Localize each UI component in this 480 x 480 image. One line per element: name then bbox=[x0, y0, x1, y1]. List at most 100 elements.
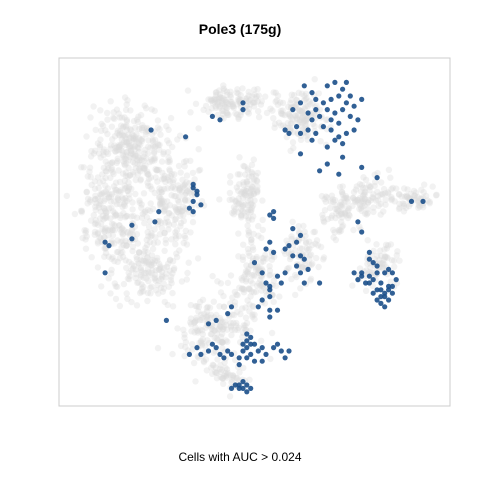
background-point bbox=[161, 230, 168, 237]
background-point bbox=[418, 186, 425, 193]
background-point bbox=[149, 205, 157, 213]
background-point bbox=[179, 183, 187, 190]
background-point bbox=[125, 140, 133, 147]
background-point bbox=[100, 234, 108, 241]
background-point bbox=[105, 194, 113, 201]
background-point bbox=[255, 92, 263, 99]
background-point bbox=[166, 178, 174, 185]
background-point bbox=[338, 188, 346, 196]
background-point bbox=[407, 190, 415, 197]
background-point bbox=[306, 245, 313, 252]
background-point bbox=[229, 209, 236, 217]
background-point bbox=[227, 173, 234, 180]
background-point bbox=[132, 152, 139, 160]
background-point bbox=[182, 190, 190, 197]
background-point bbox=[135, 145, 142, 152]
background-point bbox=[231, 208, 238, 215]
background-point bbox=[157, 284, 165, 291]
background-point bbox=[176, 185, 184, 192]
background-point bbox=[211, 327, 218, 334]
background-point bbox=[302, 96, 309, 103]
background-point bbox=[388, 194, 395, 201]
background-point bbox=[164, 149, 172, 156]
background-point bbox=[107, 174, 114, 181]
background-point bbox=[95, 184, 102, 192]
highlight-point bbox=[324, 144, 330, 150]
background-point bbox=[154, 344, 162, 352]
background-point bbox=[116, 222, 123, 229]
background-point bbox=[129, 265, 137, 272]
background-point bbox=[115, 194, 122, 202]
background-point bbox=[191, 176, 198, 183]
background-point bbox=[286, 111, 293, 118]
background-point bbox=[247, 206, 254, 214]
background-point bbox=[302, 251, 310, 258]
background-point bbox=[238, 189, 245, 196]
background-point bbox=[163, 203, 170, 210]
background-point bbox=[122, 169, 130, 176]
background-point bbox=[186, 189, 193, 196]
background-point bbox=[360, 199, 367, 206]
highlight-point bbox=[228, 385, 235, 391]
background-point bbox=[101, 226, 109, 233]
background-point bbox=[251, 197, 258, 204]
background-point bbox=[103, 149, 110, 156]
background-point bbox=[199, 331, 206, 338]
background-point bbox=[101, 228, 108, 235]
background-point bbox=[221, 96, 228, 103]
background-point bbox=[242, 171, 249, 178]
background-point bbox=[293, 116, 301, 123]
background-point bbox=[411, 192, 418, 199]
background-point bbox=[332, 201, 339, 209]
background-point bbox=[420, 189, 427, 196]
background-point bbox=[122, 106, 130, 114]
background-point bbox=[352, 186, 360, 193]
background-point bbox=[138, 137, 146, 144]
highlight-point bbox=[286, 130, 292, 136]
background-point bbox=[177, 212, 184, 219]
background-point bbox=[230, 103, 237, 110]
background-point bbox=[370, 204, 377, 211]
background-point bbox=[251, 176, 258, 183]
background-point bbox=[161, 206, 169, 213]
background-point bbox=[113, 200, 121, 208]
background-point bbox=[157, 200, 164, 207]
background-point bbox=[180, 326, 187, 333]
background-point bbox=[97, 197, 104, 205]
highlight-point bbox=[382, 294, 388, 300]
background-point bbox=[125, 131, 132, 138]
background-point bbox=[171, 265, 178, 272]
background-point bbox=[97, 215, 104, 222]
highlight-point bbox=[297, 270, 304, 276]
background-point bbox=[321, 218, 328, 226]
background-point bbox=[240, 324, 248, 332]
background-point bbox=[140, 190, 148, 197]
background-point bbox=[166, 158, 173, 166]
background-point bbox=[179, 203, 187, 210]
background-point bbox=[197, 339, 205, 346]
highlight-point bbox=[378, 280, 384, 286]
background-point bbox=[118, 225, 126, 232]
background-point bbox=[315, 263, 322, 271]
background-point bbox=[120, 138, 128, 145]
background-point bbox=[119, 170, 127, 177]
background-point bbox=[364, 260, 371, 268]
background-point bbox=[114, 237, 121, 244]
background-point bbox=[119, 253, 127, 261]
background-point bbox=[321, 207, 329, 214]
highlight-point bbox=[347, 113, 353, 119]
background-point bbox=[337, 203, 345, 210]
background-point bbox=[123, 160, 130, 167]
background-point bbox=[240, 289, 248, 296]
background-point bbox=[233, 111, 241, 118]
background-point bbox=[247, 191, 255, 199]
background-point bbox=[193, 314, 200, 321]
background-point bbox=[151, 143, 158, 151]
background-point bbox=[214, 336, 221, 344]
background-point bbox=[119, 249, 126, 256]
background-point bbox=[96, 143, 104, 151]
background-point bbox=[341, 210, 348, 217]
background-point bbox=[105, 232, 112, 239]
background-point bbox=[183, 241, 191, 248]
background-point bbox=[298, 114, 306, 122]
